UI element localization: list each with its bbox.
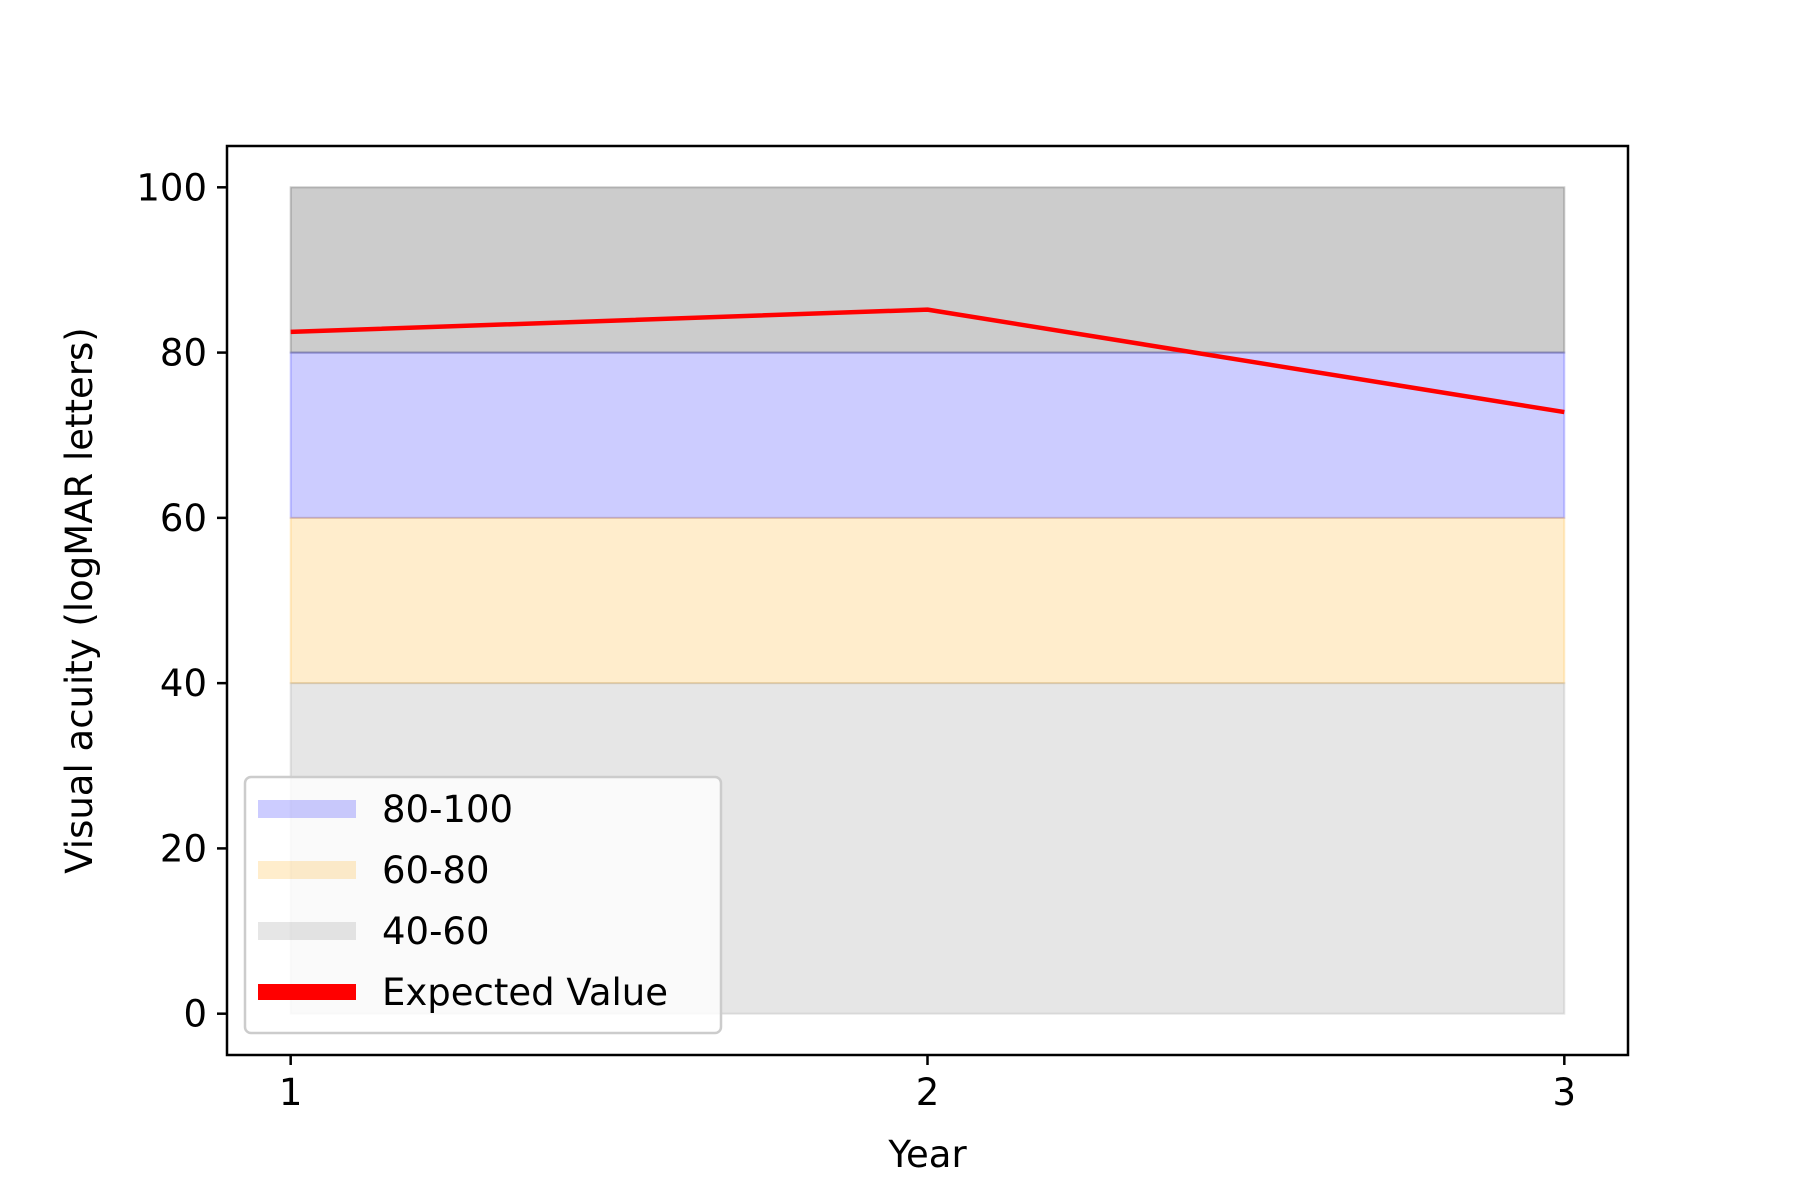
- y-tick-label: 40: [160, 662, 207, 705]
- legend-label: Expected Value: [382, 971, 668, 1014]
- y-axis-label: Visual acuity (logMAR letters): [58, 327, 101, 873]
- y-tick-label: 100: [136, 166, 207, 209]
- y-axis: 0 20 40 60 80 100: [136, 166, 227, 1036]
- x-axis-label: Year: [887, 1133, 967, 1176]
- legend-box: [243, 775, 723, 1035]
- legend-swatch-40-60: [258, 922, 356, 940]
- band-80-100: [289, 351, 1566, 519]
- y-tick-label: 20: [160, 827, 207, 870]
- x-tick-label: 1: [279, 1071, 303, 1114]
- x-axis: 1 2 3: [279, 1055, 1576, 1114]
- legend-label: 60-80: [382, 849, 490, 892]
- y-tick-label: 60: [160, 497, 207, 540]
- legend: 80-100 60-80 40-60 Expected Value: [243, 775, 723, 1035]
- y-tick-label: 0: [183, 993, 207, 1036]
- y-tick-label: 80: [160, 332, 207, 375]
- legend-label: 40-60: [382, 910, 490, 953]
- series-layer: [290, 307, 1565, 415]
- x-tick-label: 3: [1553, 1071, 1577, 1114]
- legend-swatch-80-100: [258, 800, 356, 818]
- band-range-80-100: [289, 186, 1566, 354]
- series-line-expected-value: [290, 307, 1565, 415]
- x-tick-label: 2: [916, 1071, 940, 1114]
- legend-swatch-60-80: [258, 861, 356, 879]
- legend-label: 80-100: [382, 788, 513, 831]
- band-60-80: [289, 516, 1566, 685]
